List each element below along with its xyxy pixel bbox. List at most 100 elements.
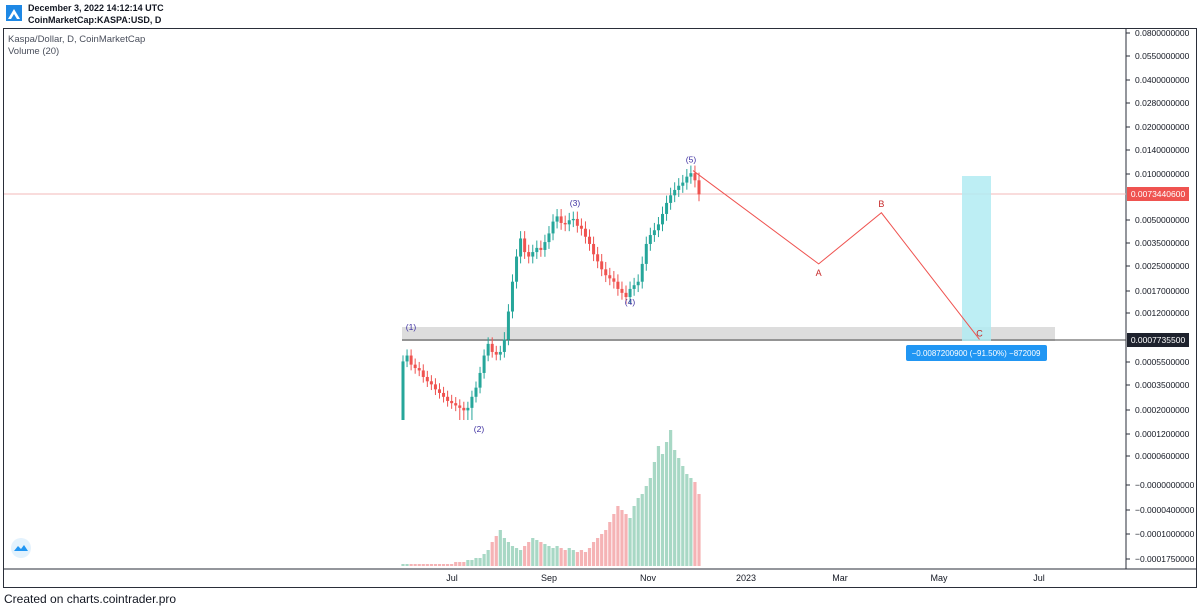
target-zone[interactable] bbox=[962, 176, 991, 341]
candle-body[interactable] bbox=[665, 202, 669, 214]
candle-body[interactable] bbox=[413, 364, 417, 369]
candle-body[interactable] bbox=[685, 176, 689, 183]
volume-bar bbox=[673, 450, 677, 566]
candle-body[interactable] bbox=[661, 213, 665, 225]
candle-body[interactable] bbox=[604, 269, 608, 276]
candle-body[interactable] bbox=[506, 311, 510, 340]
candle-body[interactable] bbox=[519, 238, 523, 257]
candle-body[interactable] bbox=[405, 355, 409, 362]
candle-body[interactable] bbox=[474, 387, 478, 397]
candle-body[interactable] bbox=[539, 247, 543, 250]
candle-body[interactable] bbox=[563, 222, 567, 225]
candle-body[interactable] bbox=[673, 189, 677, 196]
candle-body[interactable] bbox=[466, 407, 470, 411]
elliott-wave-label[interactable]: (4) bbox=[625, 297, 636, 307]
candle-body[interactable] bbox=[446, 396, 450, 401]
volume-bar bbox=[579, 550, 584, 566]
candle-body[interactable] bbox=[588, 236, 592, 244]
candle-body[interactable] bbox=[462, 407, 466, 411]
candle-body[interactable] bbox=[628, 288, 632, 298]
candle-body[interactable] bbox=[697, 180, 701, 195]
candle-body[interactable] bbox=[417, 368, 421, 371]
candle-body[interactable] bbox=[470, 396, 474, 408]
candle-body[interactable] bbox=[523, 238, 527, 253]
candle-body[interactable] bbox=[575, 218, 579, 226]
tradingview-logo-icon[interactable] bbox=[10, 538, 32, 558]
candle-body[interactable] bbox=[498, 351, 502, 355]
candle-body[interactable] bbox=[421, 370, 425, 377]
volume-bar bbox=[559, 548, 563, 566]
chart-frame[interactable] bbox=[3, 28, 1197, 588]
candle-body[interactable] bbox=[567, 220, 571, 225]
candle-body[interactable] bbox=[515, 256, 519, 282]
candle-body[interactable] bbox=[644, 243, 648, 264]
candle-body[interactable] bbox=[608, 275, 612, 279]
abc-wave-label-b[interactable]: B bbox=[878, 199, 884, 209]
candle-body[interactable] bbox=[543, 242, 547, 250]
candle-body[interactable] bbox=[551, 221, 555, 234]
volume-bar bbox=[636, 498, 640, 566]
candle-body[interactable] bbox=[458, 405, 462, 408]
candle-body[interactable] bbox=[693, 173, 697, 181]
measure-label-box[interactable] bbox=[906, 345, 1047, 361]
candle-body[interactable] bbox=[535, 247, 539, 253]
abc-wave-label-c[interactable]: C bbox=[976, 328, 983, 338]
candle-body[interactable] bbox=[632, 285, 636, 289]
price-axis-label: −0.0001750000 bbox=[1135, 554, 1195, 564]
candle-body[interactable] bbox=[502, 339, 506, 352]
candle-body[interactable] bbox=[620, 288, 624, 293]
candle-body[interactable] bbox=[429, 381, 433, 385]
candle-body[interactable] bbox=[571, 218, 575, 221]
abc-wave-label-a[interactable]: A bbox=[816, 268, 822, 278]
candle-body[interactable] bbox=[636, 281, 640, 286]
elliott-wave-label[interactable]: (3) bbox=[570, 198, 581, 208]
support-zone[interactable] bbox=[402, 327, 1055, 341]
candle-body[interactable] bbox=[616, 281, 620, 289]
candle-body[interactable] bbox=[482, 355, 486, 373]
candle-body[interactable] bbox=[669, 195, 673, 203]
candle-body[interactable] bbox=[677, 185, 681, 190]
candle-body[interactable] bbox=[579, 225, 583, 229]
candle-body[interactable] bbox=[648, 235, 652, 244]
candle-body[interactable] bbox=[547, 233, 551, 243]
candle-body[interactable] bbox=[592, 243, 596, 255]
candle-body[interactable] bbox=[494, 351, 498, 355]
candle-body[interactable] bbox=[583, 228, 587, 237]
volume-bar bbox=[624, 514, 628, 566]
candle-body[interactable] bbox=[600, 261, 604, 270]
candle-body[interactable] bbox=[652, 230, 656, 236]
candle-body[interactable] bbox=[409, 355, 413, 365]
last-price-tag-label: 0.0073440600 bbox=[1131, 189, 1186, 199]
price-axis-label: 0.0002000000 bbox=[1135, 405, 1190, 415]
abc-projection-line[interactable] bbox=[692, 170, 980, 340]
candle-body[interactable] bbox=[450, 400, 454, 404]
elliott-wave-label[interactable]: (2) bbox=[474, 424, 485, 434]
candle-body[interactable] bbox=[510, 281, 514, 312]
candle-body[interactable] bbox=[478, 372, 482, 388]
candle-body[interactable] bbox=[689, 173, 693, 177]
elliott-wave-label[interactable]: (5) bbox=[686, 155, 697, 165]
candle-body[interactable] bbox=[442, 392, 446, 397]
candle-body[interactable] bbox=[596, 254, 600, 262]
candle-body[interactable] bbox=[656, 224, 660, 231]
candle-body[interactable] bbox=[640, 263, 644, 282]
volume-bar bbox=[482, 554, 486, 566]
candle-body[interactable] bbox=[425, 376, 429, 382]
candle-body[interactable] bbox=[454, 403, 458, 406]
candle-body[interactable] bbox=[486, 343, 490, 356]
price-axis-label: −0.0001000000 bbox=[1135, 529, 1195, 539]
candle-body[interactable] bbox=[490, 343, 494, 352]
candle-body[interactable] bbox=[559, 216, 563, 223]
candle-body[interactable] bbox=[624, 292, 628, 298]
cointrader-logo-icon bbox=[6, 5, 22, 21]
elliott-wave-label[interactable]: (1) bbox=[406, 322, 417, 332]
candle-body[interactable] bbox=[433, 384, 437, 390]
candle-body[interactable] bbox=[527, 252, 531, 257]
candle-body[interactable] bbox=[531, 252, 535, 257]
candle-body[interactable] bbox=[437, 389, 441, 393]
candle-body[interactable] bbox=[681, 182, 685, 186]
price-axis-label: 0.0280000000 bbox=[1135, 98, 1190, 108]
candle-body[interactable] bbox=[555, 216, 559, 222]
candle-body[interactable] bbox=[612, 278, 616, 282]
